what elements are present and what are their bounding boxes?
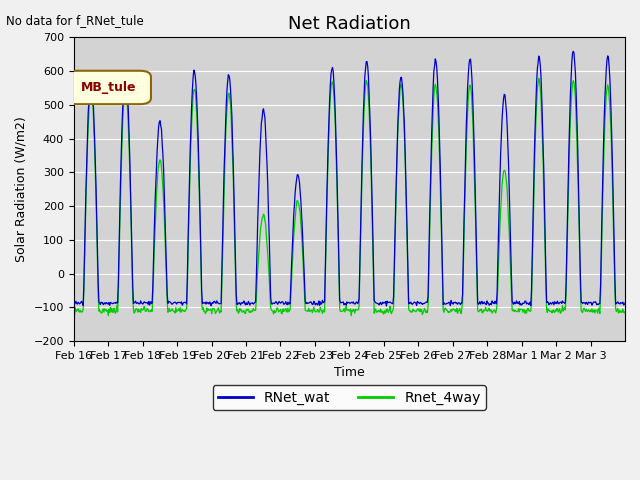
Title: Net Radiation: Net Radiation [288, 15, 411, 33]
Legend: RNet_wat, Rnet_4way: RNet_wat, Rnet_4way [212, 385, 486, 410]
X-axis label: Time: Time [334, 366, 365, 379]
FancyBboxPatch shape [65, 71, 151, 104]
Text: No data for f_RNet_tule: No data for f_RNet_tule [6, 14, 144, 27]
Y-axis label: Solar Radiation (W/m2): Solar Radiation (W/m2) [15, 116, 28, 262]
Text: MB_tule: MB_tule [81, 81, 136, 94]
